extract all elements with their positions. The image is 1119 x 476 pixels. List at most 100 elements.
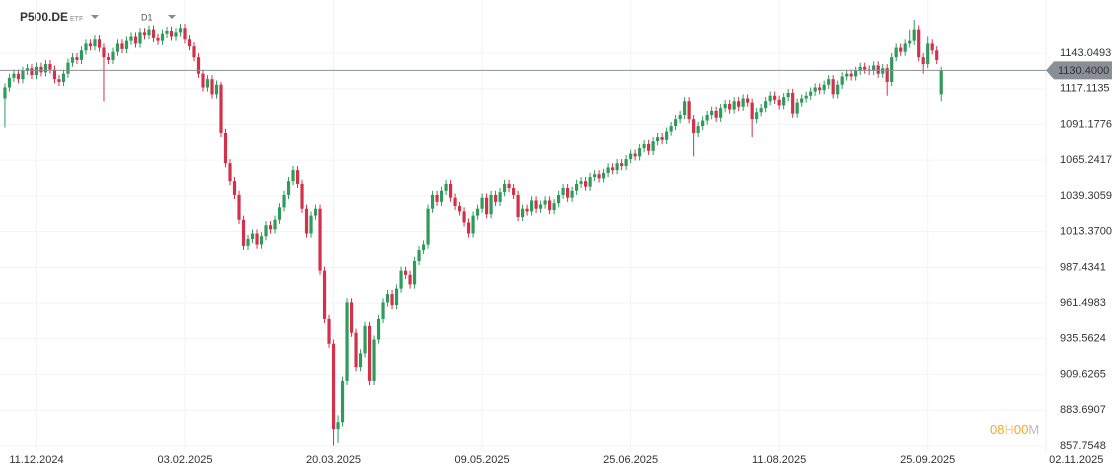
candle-body xyxy=(268,225,273,230)
candle-body xyxy=(160,33,165,41)
candle-body xyxy=(88,43,93,47)
candle-body xyxy=(291,170,295,182)
x-tick-label: 02.11.2025 xyxy=(1049,454,1103,466)
candle-body xyxy=(912,29,916,41)
y-tick-label: 909.6265 xyxy=(1060,368,1106,380)
candle-body xyxy=(304,208,309,234)
candle-body xyxy=(633,153,637,157)
candle-body xyxy=(214,84,219,95)
candle-body xyxy=(52,69,57,80)
candle-body xyxy=(43,64,48,73)
candle-body xyxy=(678,115,682,120)
candle-body xyxy=(313,208,318,216)
candle-body xyxy=(178,28,183,33)
candle-body xyxy=(921,57,925,65)
candle-body xyxy=(295,170,300,184)
candle-body xyxy=(710,110,714,116)
candle-body xyxy=(534,200,538,209)
candle-body xyxy=(430,194,435,209)
candle-body xyxy=(579,181,583,184)
timeframe: D1 xyxy=(141,12,153,22)
candle-body xyxy=(39,66,43,73)
candle-body xyxy=(602,172,606,179)
candle-body xyxy=(773,95,777,100)
candle-body xyxy=(205,79,210,88)
candle-body xyxy=(489,194,493,215)
candle-body xyxy=(849,73,853,77)
candle-body xyxy=(480,197,484,209)
candle-body xyxy=(25,68,30,71)
candle-body xyxy=(259,236,264,245)
candle-body xyxy=(674,119,678,127)
candle-body xyxy=(908,40,912,44)
candle-body xyxy=(102,47,106,58)
candle-body xyxy=(611,167,615,171)
candle-body xyxy=(570,190,574,198)
candle-body xyxy=(156,37,160,41)
candle-body xyxy=(165,30,169,34)
candle-body xyxy=(768,95,772,102)
candle-body xyxy=(273,219,277,230)
candle-body xyxy=(741,98,745,107)
candle-body xyxy=(858,66,862,71)
candle-body xyxy=(183,28,187,40)
candle-body xyxy=(935,50,939,60)
candle-body xyxy=(620,163,624,167)
y-tick-label: 857.7548 xyxy=(1060,440,1106,452)
candle-body xyxy=(507,183,511,189)
candle-body xyxy=(782,97,786,106)
candle-body xyxy=(660,137,664,140)
candle-body xyxy=(885,68,889,82)
candle-body xyxy=(890,57,894,82)
y-tick-label: 961.4983 xyxy=(1060,297,1106,309)
candle-body xyxy=(318,208,322,271)
candle-body xyxy=(61,73,66,82)
timeframe-dropdown[interactable] xyxy=(168,15,176,19)
candle-body xyxy=(584,181,588,187)
candle-body xyxy=(588,177,592,187)
candle-body xyxy=(390,294,394,306)
candle-body xyxy=(66,62,70,74)
y-tick-label: 1013.3700 xyxy=(1060,226,1112,238)
candle-body xyxy=(201,73,205,88)
candle-body xyxy=(556,194,561,204)
candle-body xyxy=(282,194,286,208)
symbol-dropdown[interactable] xyxy=(91,15,99,19)
candle-body xyxy=(800,98,804,103)
candle-body xyxy=(525,208,529,212)
candle-body xyxy=(566,188,570,198)
candle-body xyxy=(34,66,39,76)
candle-body xyxy=(228,163,232,182)
candle-body xyxy=(471,215,475,234)
countdown: 08H00M xyxy=(990,422,1039,437)
countdown-hours: 08 xyxy=(990,422,1004,437)
candle-body xyxy=(764,101,768,109)
candle-body xyxy=(511,188,516,195)
candle-body xyxy=(408,274,412,285)
candle-body xyxy=(115,43,120,52)
candle-body xyxy=(133,36,138,44)
x-tick-label: 11.12.2024 xyxy=(9,454,63,466)
candle-body xyxy=(656,137,660,142)
candle-body xyxy=(286,181,291,195)
candle-body xyxy=(255,233,259,245)
candle-body xyxy=(629,153,633,160)
candle-body xyxy=(818,87,822,91)
candle-body xyxy=(647,143,651,151)
candle-body xyxy=(97,39,102,48)
candle-body xyxy=(187,39,192,47)
candle-body xyxy=(547,200,552,211)
candle-body xyxy=(426,208,430,245)
candle-body xyxy=(593,174,597,178)
candle-body xyxy=(831,79,835,95)
candle-body xyxy=(813,87,817,92)
candle-body xyxy=(462,211,466,223)
candle-body xyxy=(264,225,268,237)
candle-body xyxy=(174,32,178,37)
candle-body xyxy=(939,70,943,95)
candle-body xyxy=(453,197,457,206)
candle-body xyxy=(84,43,88,51)
x-tick-label: 03.02.2025 xyxy=(157,454,212,466)
y-tick-label: 883.6907 xyxy=(1060,404,1106,416)
